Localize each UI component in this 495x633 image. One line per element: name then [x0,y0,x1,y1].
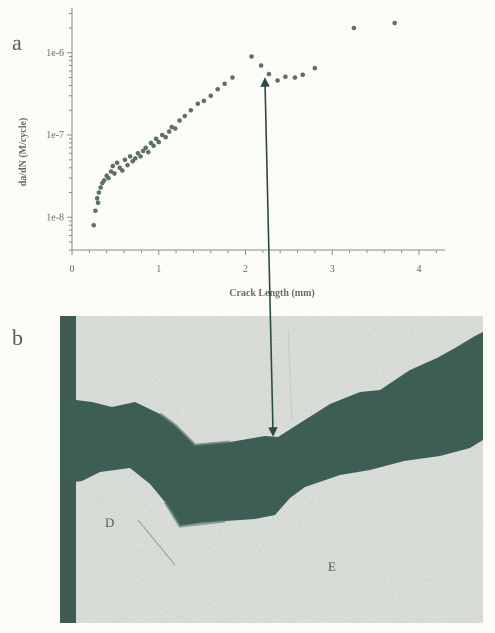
grain-boundary-line [287,329,293,421]
data-point [169,124,175,130]
region-label-d: D [105,515,114,530]
data-point [94,196,100,201]
data-point [106,175,111,181]
data-point [96,190,102,195]
y-tick-label: 1e-6 [46,48,64,59]
data-point [133,156,138,161]
data-point [351,25,357,31]
data-point [112,171,117,176]
data-point [140,148,146,154]
y-tick-label: 1e-7 [46,130,64,141]
region-label-e: E [328,559,336,574]
crack-edge-upper [159,412,231,447]
data-point [143,145,149,151]
data-point [300,72,306,78]
data-point [163,134,168,140]
data-point [101,178,107,183]
data-point [392,20,397,26]
data-point [138,154,143,159]
correlation-arrow [260,77,278,437]
data-point [110,163,116,169]
data-point [230,75,235,80]
scratch-line-d [137,519,176,566]
y-tick-label: 1e-8 [46,212,64,223]
crack-path [60,332,483,526]
data-point [156,139,162,145]
data-point [266,71,272,77]
data-point [135,150,141,156]
panel-label-a: a [12,30,22,55]
data-point [122,157,128,163]
x-tick-label: 1 [156,264,161,275]
data-point [188,107,194,113]
data-point [98,185,103,190]
data-point [258,63,264,68]
panel-label-b: b [12,325,23,350]
x-tick-label: 0 [70,264,75,275]
data-point [93,208,98,214]
data-point [125,162,130,168]
x-tick-label: 4 [416,264,421,275]
crack-edge-lower [163,501,226,528]
data-point [159,132,165,138]
data-point [91,222,96,228]
data-point [292,75,298,80]
data-point [95,200,101,206]
chart-panel-a: a 0 1 2 3 4 1e-8 1e-7 1e-6 Crack Length (mm) da… [12,8,445,299]
data-point [249,54,254,59]
chart-points [91,20,397,228]
data-point [208,93,214,99]
data-point [195,101,201,107]
data-point [127,154,133,159]
data-point [283,74,288,80]
micrograph-panel-b: b D E [12,316,483,623]
data-point [312,65,318,71]
data-point [120,168,125,173]
data-point [146,149,151,155]
x-tick-label: 3 [330,264,335,275]
data-point [172,126,178,131]
data-point [182,113,188,119]
data-point [153,136,159,142]
data-point [201,98,207,104]
data-point [177,118,182,123]
data-point [222,81,227,87]
data-point [108,169,114,174]
x-tick-label: 2 [243,264,248,275]
y-axis-label: da/dN (M/cycle) [18,118,29,187]
data-point [151,143,156,149]
data-point [275,78,280,83]
data-point [114,160,120,166]
x-axis-label: Crack Length (mm) [229,288,315,299]
chart-axes: 0 1 2 3 4 1e-8 1e-7 1e-6 [46,8,445,275]
data-point [215,86,221,92]
data-point [166,129,172,134]
